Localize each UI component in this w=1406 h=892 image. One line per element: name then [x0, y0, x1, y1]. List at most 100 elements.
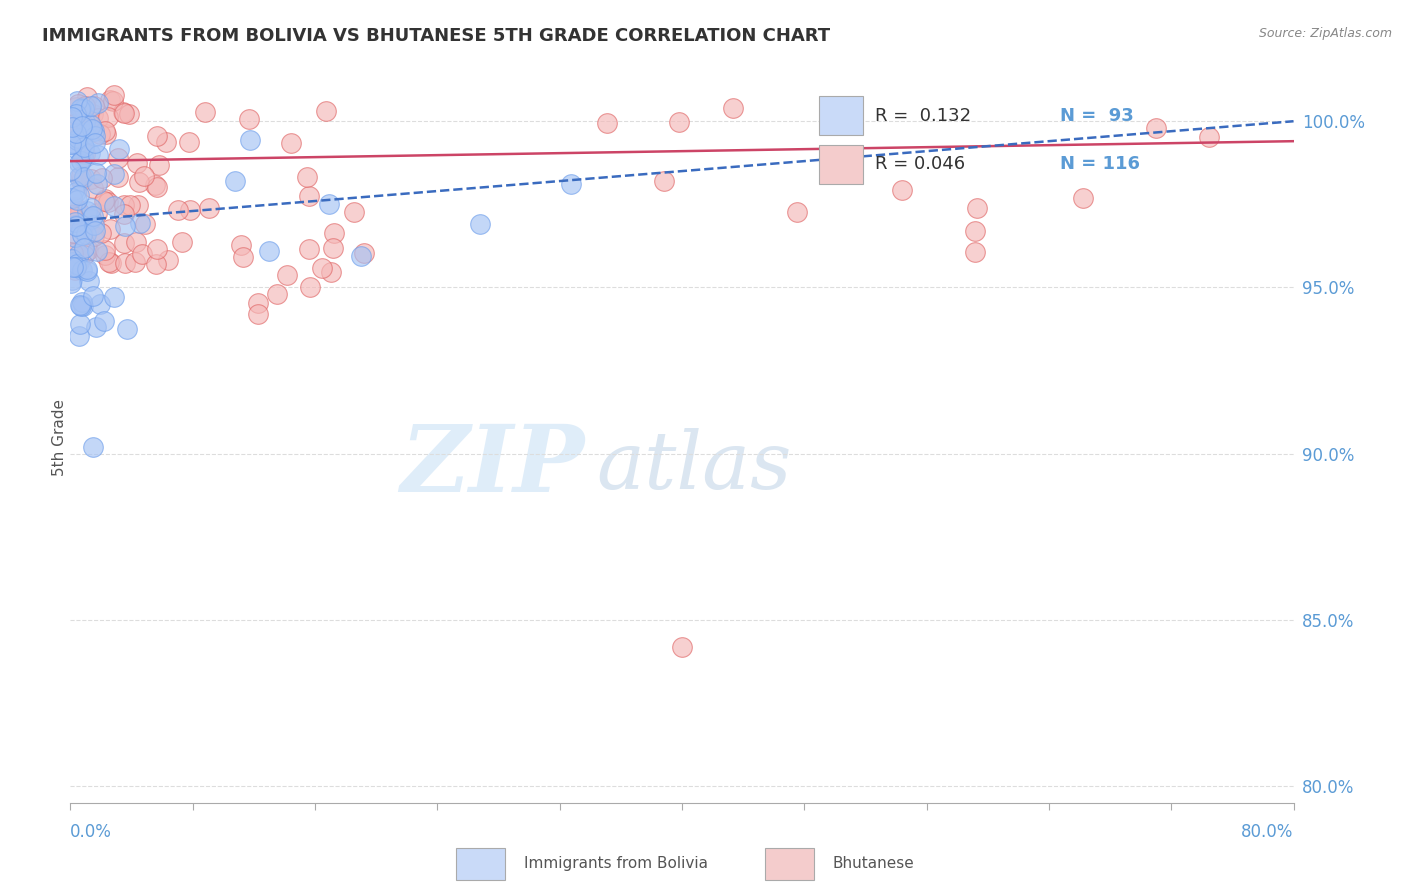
Point: [73, 103, 96, 117]
Point: [73, 115, 96, 129]
Point: [194, 104, 217, 119]
Point: [652, 174, 675, 188]
Point: [470, 217, 492, 231]
Point: [103, 87, 125, 102]
Point: [86, 206, 108, 220]
Y-axis label: 5th Grade: 5th Grade: [52, 399, 66, 475]
Point: [103, 290, 125, 304]
Point: [65, 257, 87, 271]
Point: [67, 131, 90, 145]
Point: [62, 136, 84, 150]
Point: [298, 242, 321, 256]
Point: [295, 169, 318, 184]
Point: [60, 255, 83, 269]
Point: [127, 156, 149, 170]
Text: Source: ZipAtlas.com: Source: ZipAtlas.com: [1258, 27, 1392, 40]
Point: [145, 257, 167, 271]
Point: [63, 229, 86, 244]
Point: [82, 209, 104, 223]
Point: [83, 124, 105, 138]
Point: [155, 135, 177, 149]
Point: [198, 201, 221, 215]
Point: [148, 158, 170, 172]
Point: [80, 171, 103, 186]
Text: R = 0.046: R = 0.046: [875, 155, 965, 173]
Point: [246, 307, 269, 321]
Bar: [456, 848, 505, 880]
Point: [84, 224, 107, 238]
Point: [259, 244, 281, 259]
Point: [231, 237, 253, 252]
Point: [343, 205, 366, 219]
Point: [84, 166, 107, 180]
Point: [63, 117, 86, 131]
Point: [112, 198, 135, 212]
Point: [77, 244, 100, 258]
Point: [80, 99, 103, 113]
Point: [596, 116, 619, 130]
Point: [124, 255, 146, 269]
Point: [70, 263, 93, 277]
Point: [66, 94, 89, 108]
Point: [89, 297, 111, 311]
Point: [75, 227, 97, 241]
Point: [83, 218, 105, 232]
Point: [72, 150, 94, 164]
Point: [322, 241, 344, 255]
Point: [112, 235, 135, 250]
Point: [179, 135, 201, 149]
Point: [276, 268, 298, 282]
Point: [128, 175, 150, 189]
Point: [62, 211, 84, 226]
Text: N =  93: N = 93: [1060, 107, 1133, 125]
Point: [73, 170, 96, 185]
Point: [721, 101, 744, 115]
Point: [114, 255, 136, 269]
Point: [87, 111, 110, 125]
Point: [350, 248, 373, 262]
Point: [60, 273, 83, 287]
Point: [131, 246, 153, 260]
Point: [69, 187, 91, 202]
Point: [65, 126, 87, 140]
Point: [124, 235, 146, 250]
Point: [82, 181, 104, 195]
Point: [60, 208, 83, 222]
Point: [224, 174, 246, 188]
Point: [67, 170, 90, 185]
Point: [60, 162, 83, 177]
Point: [103, 167, 125, 181]
Point: [84, 320, 107, 334]
Text: 0.0%: 0.0%: [70, 822, 112, 841]
Point: [318, 197, 340, 211]
Point: [87, 96, 110, 111]
Point: [298, 189, 321, 203]
Point: [94, 124, 117, 138]
Point: [77, 220, 100, 235]
Point: [72, 150, 94, 164]
Point: [65, 119, 87, 133]
Point: [67, 254, 90, 268]
Point: [98, 222, 121, 236]
Point: [72, 117, 94, 131]
Point: [179, 202, 201, 217]
Point: [83, 229, 105, 244]
Point: [107, 151, 129, 165]
Point: [97, 195, 120, 210]
Text: R =  0.132: R = 0.132: [875, 107, 970, 125]
Point: [232, 250, 254, 264]
Point: [69, 299, 91, 313]
Point: [86, 177, 108, 191]
Point: [134, 169, 156, 183]
Point: [299, 280, 322, 294]
Point: [311, 261, 333, 276]
Point: [84, 136, 107, 150]
Point: [63, 141, 86, 155]
Point: [108, 142, 131, 156]
Point: [60, 245, 83, 260]
Point: [70, 137, 93, 152]
Point: [1198, 129, 1220, 144]
Point: [63, 200, 86, 214]
Point: [100, 93, 122, 107]
Point: [118, 198, 141, 212]
